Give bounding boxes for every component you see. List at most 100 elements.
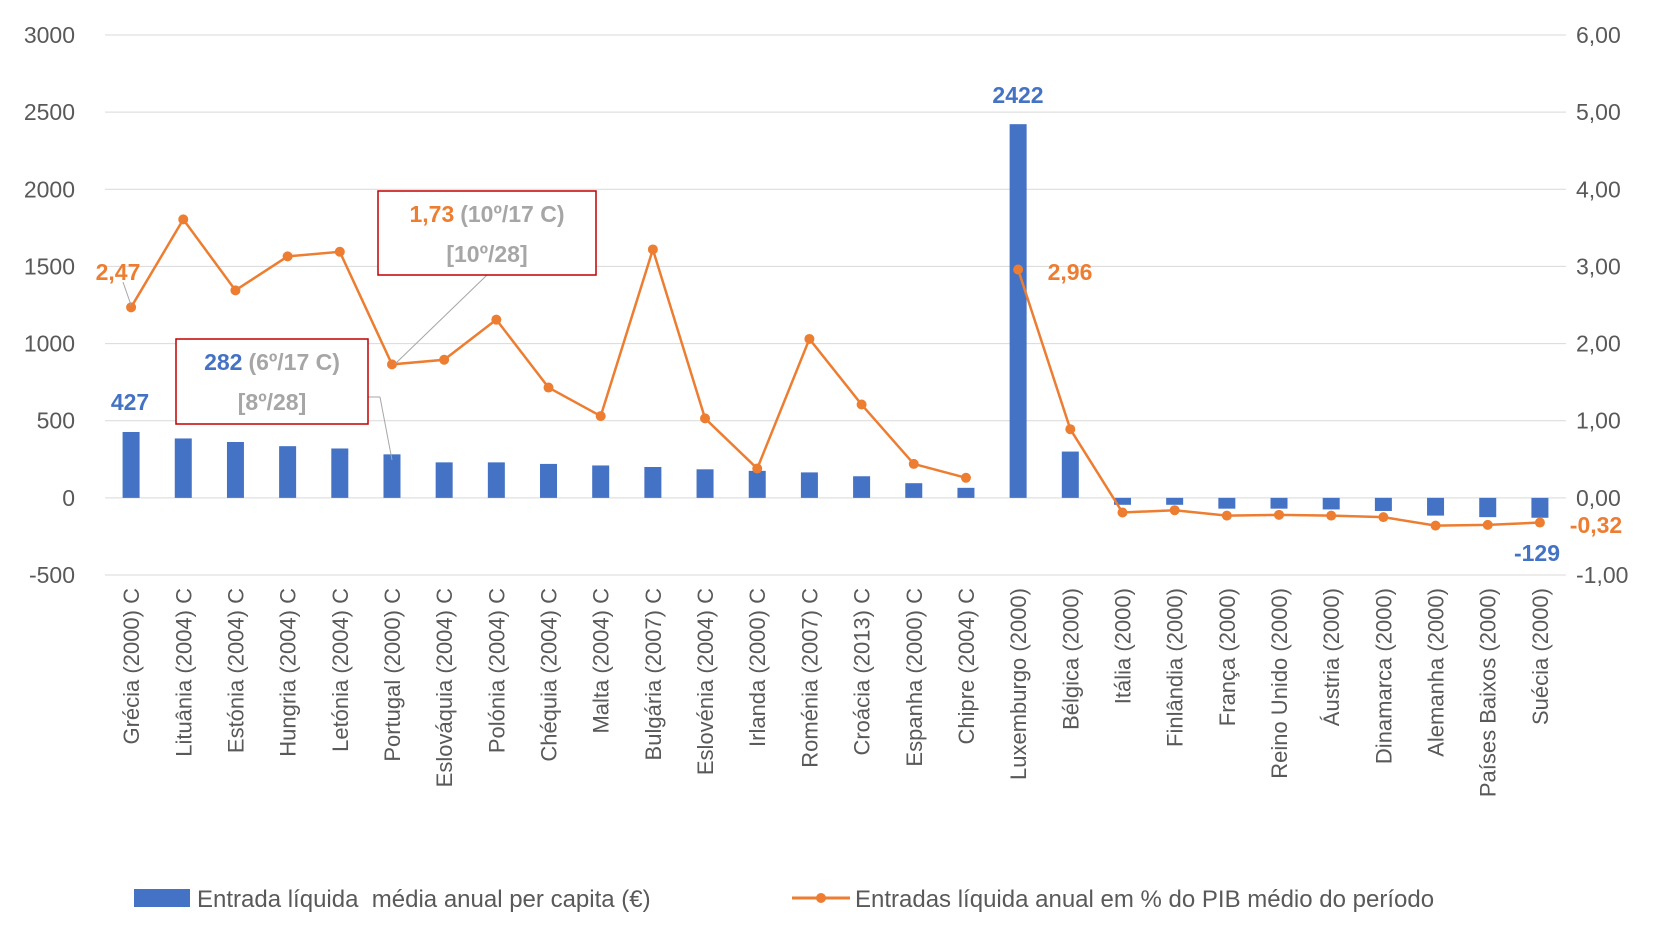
- category-label: Polónia (2004) C: [484, 588, 509, 753]
- line-point: [1169, 505, 1180, 516]
- legend-bar-label: Entrada líquida média anual per capita (…: [197, 886, 651, 913]
- leader-line-portugal-bar-2: [379, 396, 393, 461]
- category-label: Eslovénia (2004) C: [693, 588, 718, 775]
- line-point: [282, 251, 293, 262]
- line-point: [1430, 520, 1441, 531]
- right-tick-label: 0,00: [1576, 485, 1621, 511]
- portugal-bar-rank17: (6º/17 C): [248, 349, 339, 375]
- line-point: [1117, 507, 1128, 518]
- callout-box-portugal-line: [377, 190, 597, 276]
- line-point: [334, 246, 345, 257]
- line-point: [386, 359, 397, 370]
- category-label: Suécia (2000): [1528, 588, 1553, 725]
- bar: [957, 487, 975, 498]
- bar: [853, 476, 871, 498]
- right-tick-label: 1,00: [1576, 408, 1621, 434]
- bar: [800, 472, 818, 498]
- line-point: [1378, 512, 1389, 523]
- left-tick-label: 2000: [24, 176, 75, 202]
- legend: Entrada líquida média anual per capita (…: [134, 886, 1434, 913]
- bar: [644, 467, 662, 498]
- bar: [1061, 451, 1079, 498]
- left-tick-label: 1500: [24, 253, 75, 279]
- label-greece-bar: 427: [111, 389, 149, 415]
- bar: [905, 483, 923, 498]
- bar: [592, 465, 610, 498]
- portugal-line-rank28: [10º/28]: [446, 241, 527, 267]
- category-label: Alemanha (2000): [1424, 588, 1449, 757]
- left-tick-label: 0: [62, 485, 75, 511]
- category-label: Chéquia (2004) C: [537, 588, 562, 762]
- line-point: [595, 411, 606, 422]
- line-point: [1534, 517, 1545, 528]
- bar-series: [122, 124, 1549, 518]
- bar: [1427, 497, 1445, 516]
- bar: [1479, 497, 1497, 518]
- category-label: Espanha (2000) C: [902, 588, 927, 767]
- bar: [1166, 497, 1184, 505]
- portugal-line-rank17: (10º/17 C): [460, 201, 564, 227]
- bar: [279, 446, 297, 498]
- category-label: Malta (2004) C: [589, 588, 614, 734]
- bar: [435, 462, 453, 498]
- line-point: [178, 214, 189, 225]
- category-label: Eslováquia (2004) C: [432, 588, 457, 787]
- category-label: Luxemburgo (2000): [1006, 588, 1031, 780]
- right-tick-label: 5,00: [1576, 99, 1621, 125]
- right-tick-label: 4,00: [1576, 176, 1621, 202]
- line-point: [543, 382, 554, 393]
- line-point: [856, 399, 867, 410]
- portugal-line-value: 1,73: [409, 201, 454, 227]
- label-sweden-bar: -129: [1514, 540, 1560, 566]
- right-tick-label: 3,00: [1576, 253, 1621, 279]
- left-axis-ticks: 3000 2500 2000 1500 1000 500 0 -500: [24, 22, 75, 588]
- category-label: Áustria (2000): [1319, 588, 1344, 726]
- bar: [1218, 497, 1236, 509]
- bar: [1113, 497, 1131, 505]
- line-point: [752, 463, 763, 474]
- portugal-bar-rank28: [8º/28]: [238, 389, 306, 415]
- bar: [1270, 497, 1288, 509]
- category-label: Irlanda (2000) C: [745, 588, 770, 747]
- line-point: [1482, 519, 1493, 530]
- bar: [122, 431, 140, 498]
- category-label: Hungria (2004) C: [276, 588, 301, 757]
- legend-line-label: Entradas líquida anual em % do PIB médio…: [855, 886, 1434, 913]
- bar: [383, 454, 401, 498]
- left-tick-label: 2500: [24, 99, 75, 125]
- left-tick-label: 500: [37, 408, 75, 434]
- left-tick-label: -500: [29, 562, 75, 588]
- right-tick-label: -1,00: [1576, 562, 1628, 588]
- category-label: Bulgária (2007) C: [641, 588, 666, 761]
- bar: [487, 462, 505, 498]
- category-label: Dinamarca (2000): [1371, 588, 1396, 764]
- bar: [226, 442, 244, 498]
- category-label: Roménia (2007) C: [797, 588, 822, 768]
- bar: [1531, 497, 1549, 518]
- label-lux-line: 2,96: [1048, 259, 1093, 285]
- category-label: Países Baixos (2000): [1476, 588, 1501, 797]
- bar: [331, 448, 349, 498]
- bar: [540, 463, 558, 498]
- bar: [1009, 124, 1027, 498]
- legend-bar-swatch: [134, 889, 190, 907]
- category-label: Chipre (2004) C: [954, 588, 979, 745]
- category-label: Bélgica (2000): [1058, 588, 1083, 730]
- category-label: Lituânia (2004) C: [171, 588, 196, 757]
- category-label: Itália (2000): [1110, 588, 1135, 704]
- line-point: [908, 458, 919, 469]
- line-series: [126, 214, 1545, 531]
- category-label: Grécia (2000) C: [119, 588, 144, 745]
- bar: [174, 438, 192, 498]
- line-point: [126, 302, 137, 313]
- category-label: Portugal (2000) C: [380, 588, 405, 762]
- line-point: [1326, 510, 1337, 521]
- right-axis-ticks: 6,00 5,00 4,00 3,00 2,00 1,00 0,00 -1,00: [1576, 22, 1628, 588]
- label-greece-line: 2,47: [96, 259, 141, 285]
- callout-portugal-line-line1: 1,73 (10º/17 C): [409, 201, 564, 227]
- line-point: [960, 472, 971, 483]
- category-label: Finlândia (2000): [1163, 588, 1188, 747]
- left-tick-label: 1000: [24, 331, 75, 357]
- category-label: Letónia (2004) C: [328, 588, 353, 752]
